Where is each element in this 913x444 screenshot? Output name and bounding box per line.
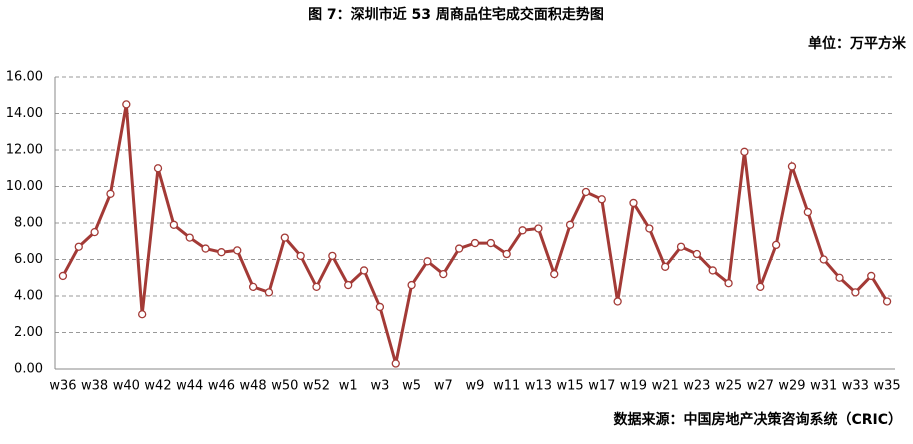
data-point: [280, 233, 289, 242]
data-point: [518, 226, 527, 235]
data-point: [661, 262, 670, 271]
source-note: 数据来源：中国房地产决策咨询系统（CRIC）: [613, 411, 902, 428]
data-point: [565, 220, 575, 229]
data-point: [502, 249, 511, 259]
data-point: [771, 240, 781, 250]
data-point: [867, 271, 876, 281]
y-tick-label: 14.00: [6, 106, 43, 121]
data-point: [248, 282, 258, 292]
data-point: [296, 251, 305, 261]
data-line: [61, 104, 889, 364]
data-point: [391, 359, 400, 368]
data-point: [486, 238, 495, 248]
x-tick-label: w25: [715, 379, 742, 394]
x-tick-label: w40: [113, 379, 140, 394]
x-tick-label: w35: [873, 379, 900, 394]
x-tick-label: w17: [588, 379, 615, 394]
y-tick-label: 10.00: [6, 179, 43, 194]
x-tick-label: w46: [208, 379, 235, 394]
unit-label: 单位：万平方米: [808, 35, 907, 52]
x-tick-label: w15: [557, 379, 584, 394]
data-point: [90, 227, 99, 237]
data-point: [74, 242, 83, 251]
x-tick-label: w3: [370, 379, 389, 394]
data-point: [439, 269, 448, 279]
x-tick-label: w5: [402, 379, 421, 394]
data-point: [122, 100, 131, 109]
x-tick-label: w33: [842, 379, 869, 394]
x-tick-label: w7: [434, 379, 453, 394]
data-point: [455, 244, 464, 253]
data-point: [597, 195, 606, 204]
data-point: [629, 198, 638, 208]
data-point: [153, 164, 163, 173]
y-tick-label: 8.00: [14, 216, 43, 231]
data-point: [534, 224, 543, 233]
data-point: [835, 273, 844, 282]
data-point: [217, 248, 226, 257]
data-point: [264, 288, 274, 297]
data-point: [233, 246, 242, 255]
data-point: [423, 257, 432, 266]
data-point: [692, 249, 702, 259]
data-point: [344, 280, 353, 290]
y-tick-label: 4.00: [14, 289, 43, 304]
x-tick-label: w52: [303, 379, 330, 394]
data-point: [106, 189, 115, 198]
x-tick-label: w23: [683, 379, 710, 394]
x-tick-label: w42: [144, 379, 171, 394]
data-point: [787, 162, 797, 171]
x-tick-label: w13: [525, 379, 552, 394]
data-point: [819, 255, 828, 264]
data-point: [201, 244, 210, 253]
data-point: [359, 266, 369, 275]
y-tick-label: 16.00: [6, 70, 43, 85]
x-tick-label: w9: [466, 379, 485, 394]
x-tick-label: w44: [176, 379, 203, 394]
data-point: [550, 269, 559, 279]
data-point: [328, 251, 337, 261]
y-tick-label: 2.00: [14, 325, 43, 340]
chart-title: 图 7：深圳市近 53 周商品住宅成交面积走势图: [308, 6, 604, 23]
y-tick-label: 6.00: [14, 252, 43, 267]
x-tick-label: w48: [240, 379, 267, 394]
data-point: [169, 220, 179, 229]
data-point: [470, 238, 480, 248]
x-tick-label: w50: [271, 379, 298, 394]
data-point: [312, 282, 321, 292]
data-point: [676, 242, 686, 251]
data-point: [803, 207, 812, 217]
data-point: [375, 302, 385, 312]
x-tick-label: w38: [81, 379, 108, 394]
data-point: [882, 297, 892, 306]
data-point: [613, 297, 622, 306]
data-point: [185, 233, 194, 242]
data-point: [407, 280, 416, 290]
data-point: [58, 271, 68, 281]
x-tick-label: w19: [620, 379, 647, 394]
x-tick-label: w36: [49, 379, 76, 394]
x-tick-label: w1: [339, 379, 358, 394]
data-point: [756, 282, 765, 292]
x-tick-label: w29: [778, 379, 805, 394]
data-point: [581, 187, 591, 197]
x-tick-label: w31: [810, 379, 837, 394]
data-point: [724, 279, 733, 288]
data-point: [645, 224, 654, 233]
x-tick-label: w11: [493, 379, 520, 394]
data-point: [740, 147, 749, 156]
y-tick-label: 0.00: [14, 362, 43, 377]
x-tick-label: w21: [652, 379, 679, 394]
data-point: [851, 288, 860, 297]
data-point: [138, 310, 147, 319]
x-tick-label: w27: [747, 379, 774, 394]
y-tick-label: 12.00: [6, 143, 43, 158]
data-point: [708, 266, 717, 275]
